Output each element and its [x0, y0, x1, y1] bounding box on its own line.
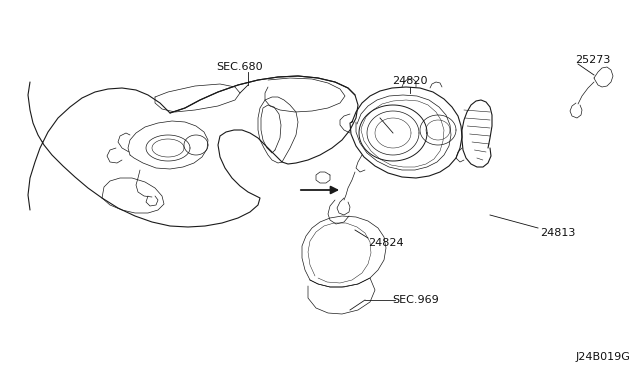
Text: J24B019G: J24B019G: [575, 352, 630, 362]
Text: SEC.969: SEC.969: [392, 295, 439, 305]
Text: 24813: 24813: [540, 228, 575, 238]
Text: 24824: 24824: [368, 238, 404, 248]
Text: SEC.680: SEC.680: [216, 62, 262, 72]
Text: 24820: 24820: [392, 76, 428, 86]
Text: 25273: 25273: [575, 55, 611, 65]
